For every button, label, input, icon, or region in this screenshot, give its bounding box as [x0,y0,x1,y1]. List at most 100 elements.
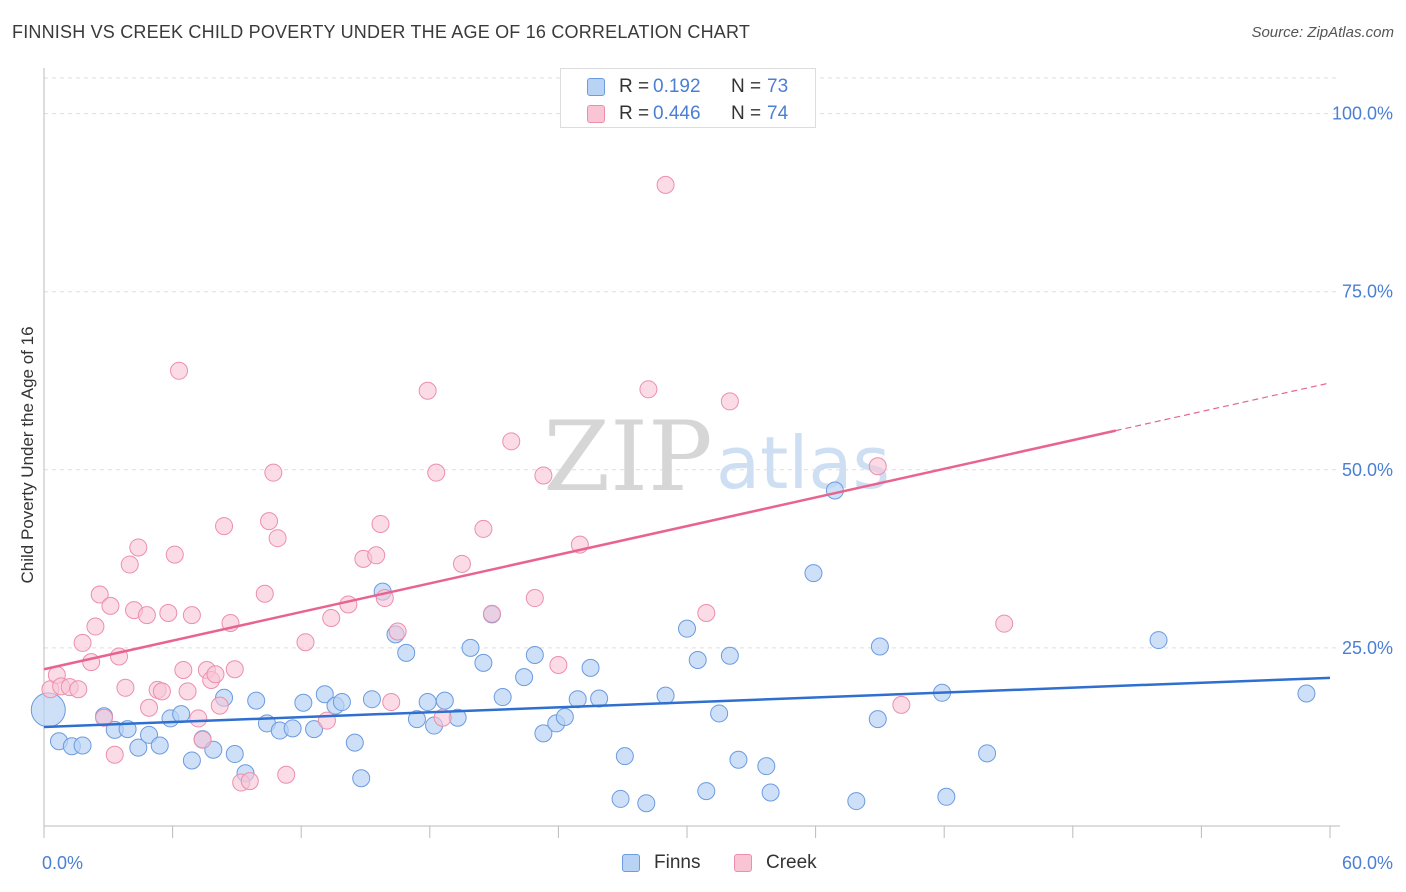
y-axis-label: Child Poverty Under the Age of 16 [18,326,37,584]
creek-trend-extension [1115,382,1331,432]
grid-lines [44,77,1340,649]
creek-point [90,585,109,604]
finns-point [140,725,159,744]
creek-point [210,696,229,715]
creek-point [452,554,471,573]
creek-point [129,538,148,557]
creek-legend-swatch [734,854,752,872]
finns-point [534,724,553,743]
finns-point [247,691,266,710]
creek-point [165,545,184,564]
creek-point [525,589,544,608]
y-tick-label: 25.0% [1342,638,1393,658]
finns-point [761,783,780,802]
finns-point [581,658,600,677]
finns-point [362,690,381,709]
finns-legend-swatch [622,854,640,872]
finns-r-value: 0.192 [653,76,701,97]
creek-n-value: 74 [767,103,789,124]
creek-point [427,463,446,482]
x-tick-label-max: 60.0% [1342,853,1393,873]
creek-point [277,765,296,784]
creek-point [720,392,739,411]
creek-point [137,606,156,625]
creek-point [892,695,911,714]
creek-trend-line [43,429,1116,671]
finns-point [720,646,739,665]
stats-row-finns: R = 0.192 N = 73 [561,73,815,101]
finns-point [710,704,729,723]
creek-point [656,175,675,194]
r-label: R = [619,76,650,97]
finns-point [757,757,776,776]
creek-point [105,745,124,764]
creek-point [178,682,197,701]
creek-point [388,622,407,641]
creek-point [193,730,212,749]
creek-swatch [587,105,605,123]
n-label: N = [731,103,762,124]
creek-point [697,603,716,622]
creek-point [73,633,92,652]
finns-point [515,668,534,687]
watermark: ZIP atlas [543,401,890,513]
creek-point [69,680,88,699]
finns-trend-line [43,676,1331,729]
creek-point [95,708,114,727]
creek-point [549,656,568,675]
finns-point [525,646,544,665]
finns-point [637,794,656,813]
creek-point [534,466,553,485]
creek-point [367,546,386,565]
finns-point [294,693,313,712]
finns-point [615,747,634,766]
creek-point [317,711,336,730]
finns-point [870,637,889,656]
creek-point [86,617,105,636]
finns-point [461,638,480,657]
finns-point [474,653,493,672]
creek-point [215,517,234,536]
creek-point [371,514,390,533]
finns-point [305,720,324,739]
finns-point [697,782,716,801]
stats-legend: R = 0.192 N = 73 R = 0.446 N = 74 [560,68,816,128]
creek-point [260,512,279,531]
creek-point [382,693,401,712]
y-tick-label: 75.0% [1342,282,1393,302]
finns-point [978,744,997,763]
finns-point [418,693,437,712]
stats-row-creek: R = 0.446 N = 74 [561,100,815,128]
finns-point [283,719,302,738]
finns-point [30,692,66,728]
finns-point [678,619,696,638]
finns-point [493,688,512,707]
finns-point [611,789,630,808]
series-creek-points [41,175,1014,792]
trend-lines [43,382,1331,729]
creek-point [159,603,178,622]
creek-point [639,380,658,399]
creek-legend-label: Creek [766,852,817,873]
creek-point [140,698,159,717]
y-tick-label: 50.0% [1342,460,1393,480]
creek-point [101,596,120,615]
finns-point [352,769,371,788]
finns-point [73,736,92,755]
chart-title: FINNISH VS CREEK CHILD POVERTY UNDER THE… [12,22,751,42]
creek-point [264,463,283,482]
creek-r-value: 0.446 [653,103,701,124]
creek-point [152,682,171,701]
creek-point [418,381,437,400]
n-label: N = [731,76,762,97]
r-label: R = [619,103,650,124]
finns-point [688,651,707,670]
finns-point [172,705,191,724]
y-tick-label: 100.0% [1332,104,1393,124]
finns-point [804,564,823,583]
finns-n-value: 73 [767,76,789,97]
finns-point [1297,684,1316,703]
finns-point [825,481,844,500]
finns-point [397,643,416,662]
